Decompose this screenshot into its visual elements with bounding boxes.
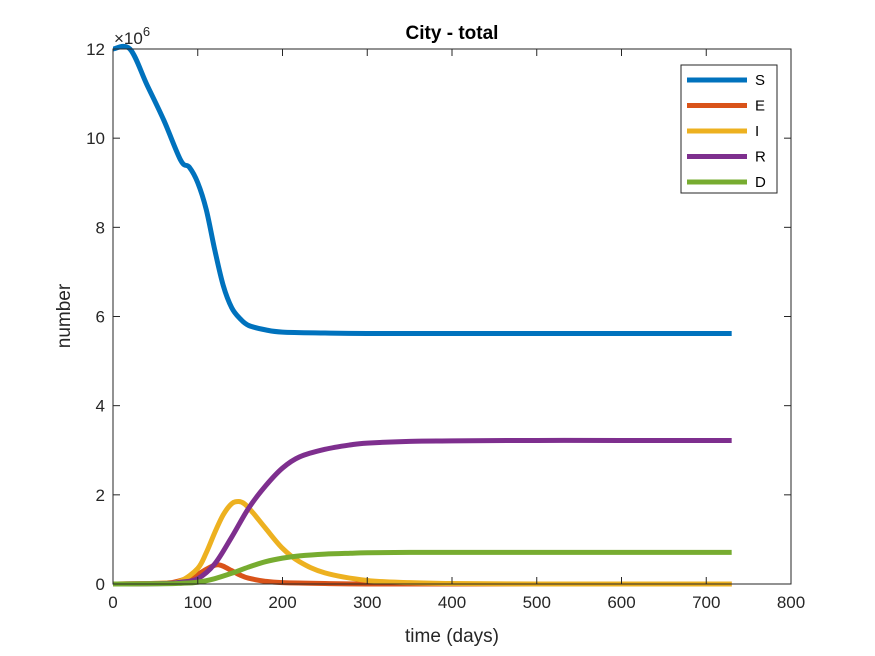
y-tick-label-6: 6 bbox=[96, 308, 105, 327]
x-tick-label-300: 300 bbox=[353, 593, 381, 612]
series-line-S bbox=[112, 43, 732, 336]
legend-label-E: E bbox=[755, 98, 765, 115]
x-tick-label-400: 400 bbox=[438, 593, 466, 612]
y-tick-label-10: 10 bbox=[86, 129, 105, 148]
y-tick-label-12: 12 bbox=[86, 40, 105, 59]
legend-label-D: D bbox=[755, 174, 766, 191]
legend-label-I: I bbox=[755, 123, 759, 140]
x-tick-label-0: 0 bbox=[108, 593, 117, 612]
x-tick-label-200: 200 bbox=[268, 593, 296, 612]
y-exponent-power: 6 bbox=[143, 24, 150, 39]
legend-label-R: R bbox=[755, 149, 766, 166]
y-tick-label-4: 4 bbox=[96, 397, 105, 416]
x-tick-label-600: 600 bbox=[607, 593, 635, 612]
legend-label-S: S bbox=[755, 72, 765, 89]
x-tick-label-500: 500 bbox=[523, 593, 551, 612]
x-axis-label: time (days) bbox=[405, 626, 499, 647]
x-tick-label-800: 800 bbox=[777, 593, 805, 612]
y-tick-label-0: 0 bbox=[96, 575, 105, 594]
y-tick-label-8: 8 bbox=[96, 218, 105, 237]
y-tick-label-2: 2 bbox=[96, 486, 105, 505]
y-exponent-multiplier: ×106 bbox=[114, 24, 150, 48]
x-tick-label-100: 100 bbox=[184, 593, 212, 612]
chart-title: City - total bbox=[406, 23, 499, 44]
x-tick-label-700: 700 bbox=[692, 593, 720, 612]
ticks-layer: 0 100 200 300 400 500 600 700 800 0 2 4 6 8 10 12 bbox=[86, 40, 805, 612]
plot-area bbox=[113, 49, 791, 584]
y-axis-label: number bbox=[54, 283, 75, 348]
y-exponent-base: ×10 bbox=[114, 29, 143, 48]
